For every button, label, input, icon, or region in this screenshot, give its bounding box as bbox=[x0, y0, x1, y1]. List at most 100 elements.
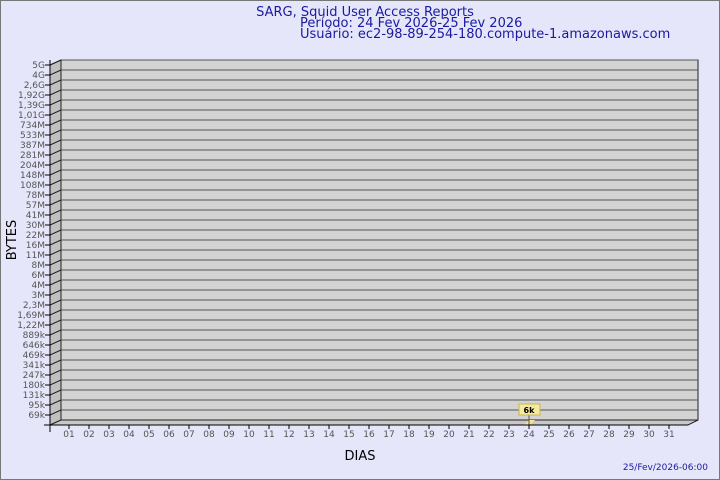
grid-diagonal bbox=[49, 289, 62, 296]
y-tick-label: 1,39G bbox=[18, 101, 45, 111]
x-tick-label: 27 bbox=[583, 430, 594, 440]
grid-diagonal bbox=[49, 369, 62, 376]
y-tick-label: 387M bbox=[20, 141, 45, 151]
y-tick-label: 4M bbox=[32, 281, 46, 291]
x-tick-label: 01 bbox=[63, 430, 74, 440]
y-tick-label: 1,69M bbox=[17, 311, 45, 321]
grid-diagonal bbox=[49, 109, 62, 116]
x-tick-label: 28 bbox=[603, 430, 615, 440]
grid-diagonal bbox=[49, 349, 62, 356]
y-tick-label: 1,92G bbox=[18, 91, 45, 101]
grid-diagonal bbox=[49, 179, 62, 186]
grid-diagonal bbox=[49, 279, 62, 286]
y-tick-label: 6M bbox=[32, 271, 46, 281]
grid-diagonal bbox=[49, 209, 62, 216]
y-tick-label: 2,3M bbox=[23, 301, 45, 311]
y-tick-label: 4G bbox=[32, 71, 45, 81]
y-tick-label: 281M bbox=[20, 151, 45, 161]
grid-diagonal bbox=[49, 99, 62, 106]
floor bbox=[49, 419, 699, 426]
grid-diagonal bbox=[49, 119, 62, 126]
y-axis-label: BYTES bbox=[5, 220, 20, 261]
grid-diagonal bbox=[49, 399, 62, 406]
grid-diagonal bbox=[49, 189, 62, 196]
bar-label: 6k bbox=[524, 406, 536, 415]
x-tick-label: 18 bbox=[403, 430, 415, 440]
y-tick-label: 204M bbox=[20, 161, 45, 171]
x-tick-label: 08 bbox=[203, 430, 215, 440]
grid-diagonal bbox=[49, 149, 62, 156]
grid-diagonal bbox=[49, 379, 62, 386]
y-tick-label: 8M bbox=[32, 261, 46, 271]
x-tick-label: 29 bbox=[623, 430, 635, 440]
x-tick-label: 02 bbox=[83, 430, 94, 440]
x-tick-label: 12 bbox=[283, 430, 294, 440]
grid-diagonal bbox=[49, 249, 62, 256]
x-tick-label: 03 bbox=[103, 430, 114, 440]
grid-diagonal bbox=[49, 339, 62, 346]
x-tick-label: 30 bbox=[643, 430, 655, 440]
x-tick-label: 25 bbox=[543, 430, 554, 440]
grid-diagonal bbox=[49, 389, 62, 396]
chart-period: Período: 24 Fev 2026-25 Fev 2026 bbox=[300, 16, 522, 31]
x-tick-label: 22 bbox=[483, 430, 494, 440]
y-tick-label: 1,01G bbox=[18, 111, 45, 121]
x-tick-label: 21 bbox=[463, 430, 474, 440]
y-tick-label: 734M bbox=[20, 121, 45, 131]
grid-diagonal bbox=[49, 79, 62, 86]
y-tick-label: 57M bbox=[26, 201, 45, 211]
y-tick-label: 889k bbox=[23, 331, 46, 341]
x-tick-label: 17 bbox=[383, 430, 394, 440]
y-tick-label: 1,22M bbox=[17, 321, 45, 331]
x-tick-label: 09 bbox=[223, 430, 235, 440]
grid-diagonal bbox=[49, 89, 62, 96]
y-tick-label: 148M bbox=[20, 171, 45, 181]
y-tick-label: 69k bbox=[28, 411, 45, 421]
x-tick-label: 24 bbox=[523, 430, 535, 440]
footer-timestamp: 25/Fev/2026-06:00 bbox=[623, 463, 708, 473]
y-tick-label: 41M bbox=[26, 211, 45, 221]
y-tick-label: 30M bbox=[26, 221, 45, 231]
grid-diagonal bbox=[49, 199, 62, 206]
grid-diagonal bbox=[49, 259, 62, 266]
grid-diagonal bbox=[49, 309, 62, 316]
y-tick-label: 16M bbox=[26, 241, 45, 251]
grid-diagonal bbox=[49, 139, 62, 146]
grid-diagonal bbox=[49, 69, 62, 76]
x-axis-label: DIAS bbox=[345, 449, 376, 464]
y-tick-label: 646k bbox=[23, 341, 46, 351]
y-tick-label: 247k bbox=[23, 371, 46, 381]
grid-diagonal bbox=[49, 129, 62, 136]
y-tick-label: 5G bbox=[32, 61, 45, 71]
x-tick-label: 04 bbox=[123, 430, 135, 440]
x-tick-label: 13 bbox=[303, 430, 314, 440]
y-tick-label: 11M bbox=[26, 251, 45, 261]
y-tick-label: 95k bbox=[28, 401, 45, 411]
x-tick-label: 14 bbox=[323, 430, 335, 440]
grid-diagonal bbox=[49, 239, 62, 246]
grid-diagonal bbox=[49, 59, 62, 66]
x-tick-label: 07 bbox=[183, 430, 194, 440]
grid-diagonal bbox=[49, 329, 62, 336]
grid-diagonal bbox=[49, 359, 62, 366]
x-tick-label: 05 bbox=[143, 430, 154, 440]
x-tick-label: 19 bbox=[423, 430, 435, 440]
bar-label-box bbox=[518, 403, 541, 416]
grid-diagonal bbox=[49, 409, 62, 416]
chart-title: SARG, Squid User Access Reports bbox=[256, 5, 474, 20]
x-tick-label: 31 bbox=[663, 430, 674, 440]
y-tick-label: 533M bbox=[20, 131, 45, 141]
y-tick-label: 78M bbox=[26, 191, 45, 201]
grid-diagonal bbox=[49, 159, 62, 166]
grid-diagonal bbox=[49, 169, 62, 176]
grid-diagonal bbox=[49, 229, 62, 236]
x-tick-label: 15 bbox=[343, 430, 354, 440]
x-tick-label: 11 bbox=[263, 430, 274, 440]
y-tick-label: 2,6G bbox=[24, 81, 45, 91]
grid-diagonal bbox=[49, 299, 62, 306]
grid-diagonal bbox=[49, 319, 62, 326]
y-tick-label: 341k bbox=[23, 361, 46, 371]
grid-diagonal bbox=[49, 269, 62, 276]
x-tick-label: 20 bbox=[443, 430, 455, 440]
